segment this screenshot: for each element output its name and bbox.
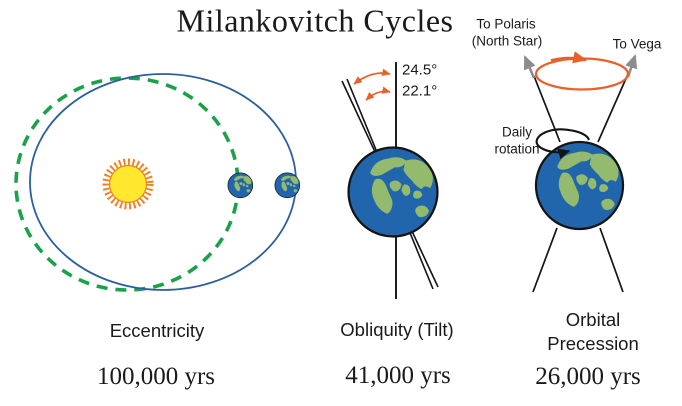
precession-label-line1: Orbital bbox=[565, 309, 621, 330]
earth-small-blue-orbit-icon bbox=[275, 173, 300, 198]
obliquity-angle-min-label: 22.1° bbox=[402, 82, 438, 100]
earth-precession-icon bbox=[536, 142, 623, 229]
angle-arrow-max bbox=[353, 68, 391, 85]
angle-arrow-min bbox=[365, 86, 391, 101]
obliquity-label: Obliquity (Tilt) bbox=[340, 319, 454, 340]
to-polaris-label-line2: (North Star) bbox=[471, 33, 543, 49]
daily-rotation-label-line1: Daily bbox=[501, 124, 533, 140]
precession-label-line2: Precession bbox=[547, 333, 639, 354]
polaris-arrow-icon bbox=[523, 55, 536, 79]
precession-period: 26,000 yrs bbox=[535, 363, 641, 390]
vega-arrow-icon bbox=[625, 54, 638, 78]
earth-obliquity-icon bbox=[349, 148, 438, 237]
sun-icon bbox=[102, 158, 154, 210]
precession-direction-arrow-icon bbox=[550, 51, 588, 64]
panel-precession-graphic bbox=[523, 51, 638, 293]
panel-eccentricity-graphic bbox=[14, 73, 300, 292]
cone-bottom-left-line bbox=[532, 227, 558, 293]
earth-small-green-orbit-icon bbox=[228, 173, 253, 198]
eccentricity-period: 100,000 yrs bbox=[96, 363, 216, 390]
cone-top-right-line bbox=[597, 73, 629, 143]
obliquity-period: 41,000 yrs bbox=[345, 362, 451, 389]
orbit-circular-ellipse bbox=[29, 73, 297, 291]
daily-rotation-label-line2: rotation bbox=[494, 141, 540, 157]
eccentricity-label: Eccentricity bbox=[109, 320, 205, 341]
precession-circle bbox=[534, 57, 630, 91]
daily-rotation-arrow-icon bbox=[535, 128, 590, 160]
cone-top-left-line bbox=[533, 75, 561, 143]
to-polaris-label-line1: To Polaris bbox=[476, 16, 536, 32]
panel-obliquity-graphic bbox=[341, 62, 439, 299]
page-title: Milankovitch Cycles bbox=[176, 2, 454, 39]
to-vega-label: To Vega bbox=[612, 36, 662, 52]
obliquity-angle-max-label: 24.5° bbox=[402, 61, 438, 79]
cone-bottom-right-line bbox=[599, 227, 624, 293]
